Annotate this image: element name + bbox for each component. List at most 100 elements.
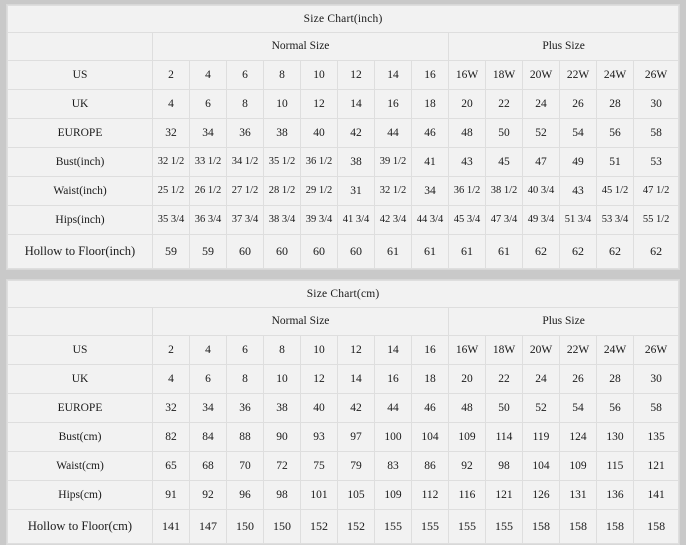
table-cell: 61 [411,234,449,269]
table-cell: 98 [263,480,301,510]
table-cell: 34 [189,118,227,148]
table-cell: 105 [337,480,375,510]
row-label: Hollow to Floor(cm) [7,509,153,544]
table-cell: 22 [485,89,523,119]
table-cell: 25 1/2 [152,176,190,206]
table-cell: 4 [189,335,227,365]
table-cell: 93 [300,422,338,452]
table-cell: 92 [448,451,486,481]
table-cell: 20W [522,60,560,90]
chart-title: Size Chart(inch) [6,5,680,33]
table-cell: 43 [559,176,597,206]
group-header-corner [7,32,153,61]
group-header-plus-size: Plus Size [447,32,680,61]
table-cell: 158 [522,509,560,544]
table-cell: 24 [522,89,560,119]
table-cell: 53 3/4 [596,205,634,235]
table-cell: 36 1/2 [300,147,338,177]
table-cell: 55 1/2 [632,205,680,235]
table-cell: 32 [152,118,190,148]
table-cell: 38 [263,118,301,148]
table-cell: 32 1/2 [152,147,190,177]
size-chart-cm-block: Size Chart(cm) Normal Size Plus Size US 2 4 6 8… [6,279,680,545]
table-cell: 90 [263,422,301,452]
table-cell: 141 [632,480,680,510]
table-cell: 101 [300,480,338,510]
row-label: Bust(cm) [7,422,153,452]
title-row: Size Chart(cm) [6,280,680,308]
table-cell: 16 [374,89,412,119]
row-label: Waist(cm) [7,451,153,481]
row-label: EUROPE [7,393,153,423]
table-cell: 155 [374,509,412,544]
group-header-normal-size: Normal Size [152,32,449,61]
table-cell: 83 [374,451,412,481]
table-cell: 62 [559,234,597,269]
table-cell: 6 [226,60,264,90]
table-cell: 135 [632,422,680,452]
table-cell: 60 [337,234,375,269]
table-cell: 36 [226,118,264,148]
table-cell: 28 [596,89,634,119]
table-cell: 40 3/4 [522,176,560,206]
table-cell: 112 [411,480,449,510]
table-cell: 30 [632,89,680,119]
table-cell: 60 [263,234,301,269]
table-cell: 47 3/4 [485,205,523,235]
table-cell: 8 [226,364,264,394]
size-chart-inch-table: Size Chart(inch) Normal Size Plus Size US 2 4… [6,5,680,269]
table-cell: 18 [411,89,449,119]
table-cell: 60 [300,234,338,269]
table-row: Hips(inch) 35 3/4 36 3/4 37 3/4 38 3/4 39 3/4… [7,205,680,235]
table-cell: 109 [559,451,597,481]
table-cell: 26W [632,60,680,90]
row-label: Hips(inch) [7,205,153,235]
table-cell: 158 [596,509,634,544]
table-cell: 22W [559,60,597,90]
table-cell: 34 [189,393,227,423]
table-cell: 20W [522,335,560,365]
table-cell: 30 [632,364,680,394]
size-chart-cm-table: Size Chart(cm) Normal Size Plus Size US 2 4 6 8… [6,280,680,544]
table-cell: 41 3/4 [337,205,375,235]
table-cell: 104 [522,451,560,481]
table-cell: 79 [337,451,375,481]
table-cell: 51 [596,147,634,177]
table-cell: 14 [374,60,412,90]
table-row: Bust(inch) 32 1/2 33 1/2 34 1/2 35 1/2 36 1/2… [7,147,680,177]
row-label: UK [7,364,153,394]
table-row: Bust(cm) 82 84 88 90 93 97 100 104 109 114 119 124 13… [7,422,680,452]
table-cell: 121 [485,480,523,510]
table-cell: 12 [300,364,338,394]
table-cell: 141 [152,509,190,544]
table-cell: 155 [448,509,486,544]
table-cell: 45 3/4 [448,205,486,235]
table-cell: 4 [152,364,190,394]
table-cell: 46 [411,118,449,148]
table-cell: 47 1/2 [632,176,680,206]
group-header-corner [7,307,153,336]
table-cell: 2 [152,335,190,365]
table-cell: 44 [374,393,412,423]
group-header-row: Normal Size Plus Size [7,307,680,336]
table-cell: 6 [226,335,264,365]
table-cell: 6 [189,89,227,119]
table-cell: 36 [226,393,264,423]
table-cell: 65 [152,451,190,481]
table-cell: 45 [485,147,523,177]
table-cell: 92 [189,480,227,510]
group-header-plus-size: Plus Size [447,307,680,336]
table-cell: 45 1/2 [596,176,634,206]
table-cell: 150 [226,509,264,544]
table-cell: 33 1/2 [189,147,227,177]
row-label: Hips(cm) [7,480,153,510]
table-cell: 18 [411,364,449,394]
row-label: Hollow to Floor(inch) [7,234,153,269]
table-cell: 20 [448,364,486,394]
table-cell: 8 [263,335,301,365]
table-cell: 46 [411,393,449,423]
table-cell: 84 [189,422,227,452]
table-row: EUROPE 32 34 36 38 40 42 44 46 48 50 52 54 56 58 [7,393,680,423]
table-cell: 50 [485,118,523,148]
table-cell: 38 1/2 [485,176,523,206]
